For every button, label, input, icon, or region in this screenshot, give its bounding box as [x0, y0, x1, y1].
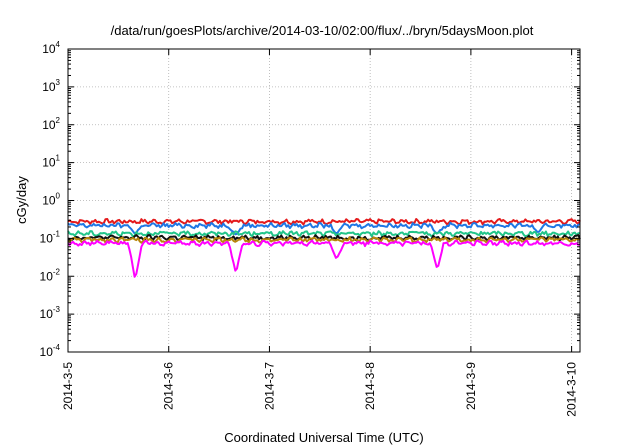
y-tick-label: 10-2 [40, 267, 61, 283]
chart-title: /data/run/goesPlots/archive/2014-03-10/0… [111, 23, 534, 38]
x-tick-label: 2014-3-8 [363, 362, 377, 410]
y-tick-label: 104 [42, 40, 60, 56]
y-tick-label: 10-3 [40, 305, 61, 321]
x-tick-label: 2014-3-9 [464, 362, 478, 410]
series-line [67, 221, 581, 236]
x-tick-label: 2014-3-5 [61, 362, 75, 410]
x-tick-label: 2014-3-6 [162, 362, 176, 410]
x-axis: 2014-3-5 2014-3-6 2014-3-7 2014-3-8 2014-3-9… [61, 49, 579, 417]
series-layer [67, 218, 581, 278]
series-line [67, 239, 581, 278]
y-axis-label: cGy/day [14, 176, 29, 224]
x-axis-label: Coordinated Universal Time (UTC) [224, 430, 423, 445]
y-tick-label: 101 [42, 154, 60, 170]
y-tick-label: 10-1 [40, 229, 61, 245]
series-line [67, 230, 581, 238]
y-tick-label: 103 [42, 78, 60, 94]
y-tick-label: 102 [42, 116, 60, 132]
y-tick-label: 10-4 [40, 343, 61, 359]
y-axis: 10-4 10-3 10-2 10-1 100 101 102 103 104 [40, 40, 580, 359]
x-tick-label: 2014-3-10 [565, 362, 579, 417]
series-line [67, 218, 581, 226]
grid [68, 49, 580, 352]
y-tick-label: 100 [42, 192, 60, 208]
x-tick-label: 2014-3-7 [262, 362, 276, 410]
series-line [67, 236, 581, 244]
